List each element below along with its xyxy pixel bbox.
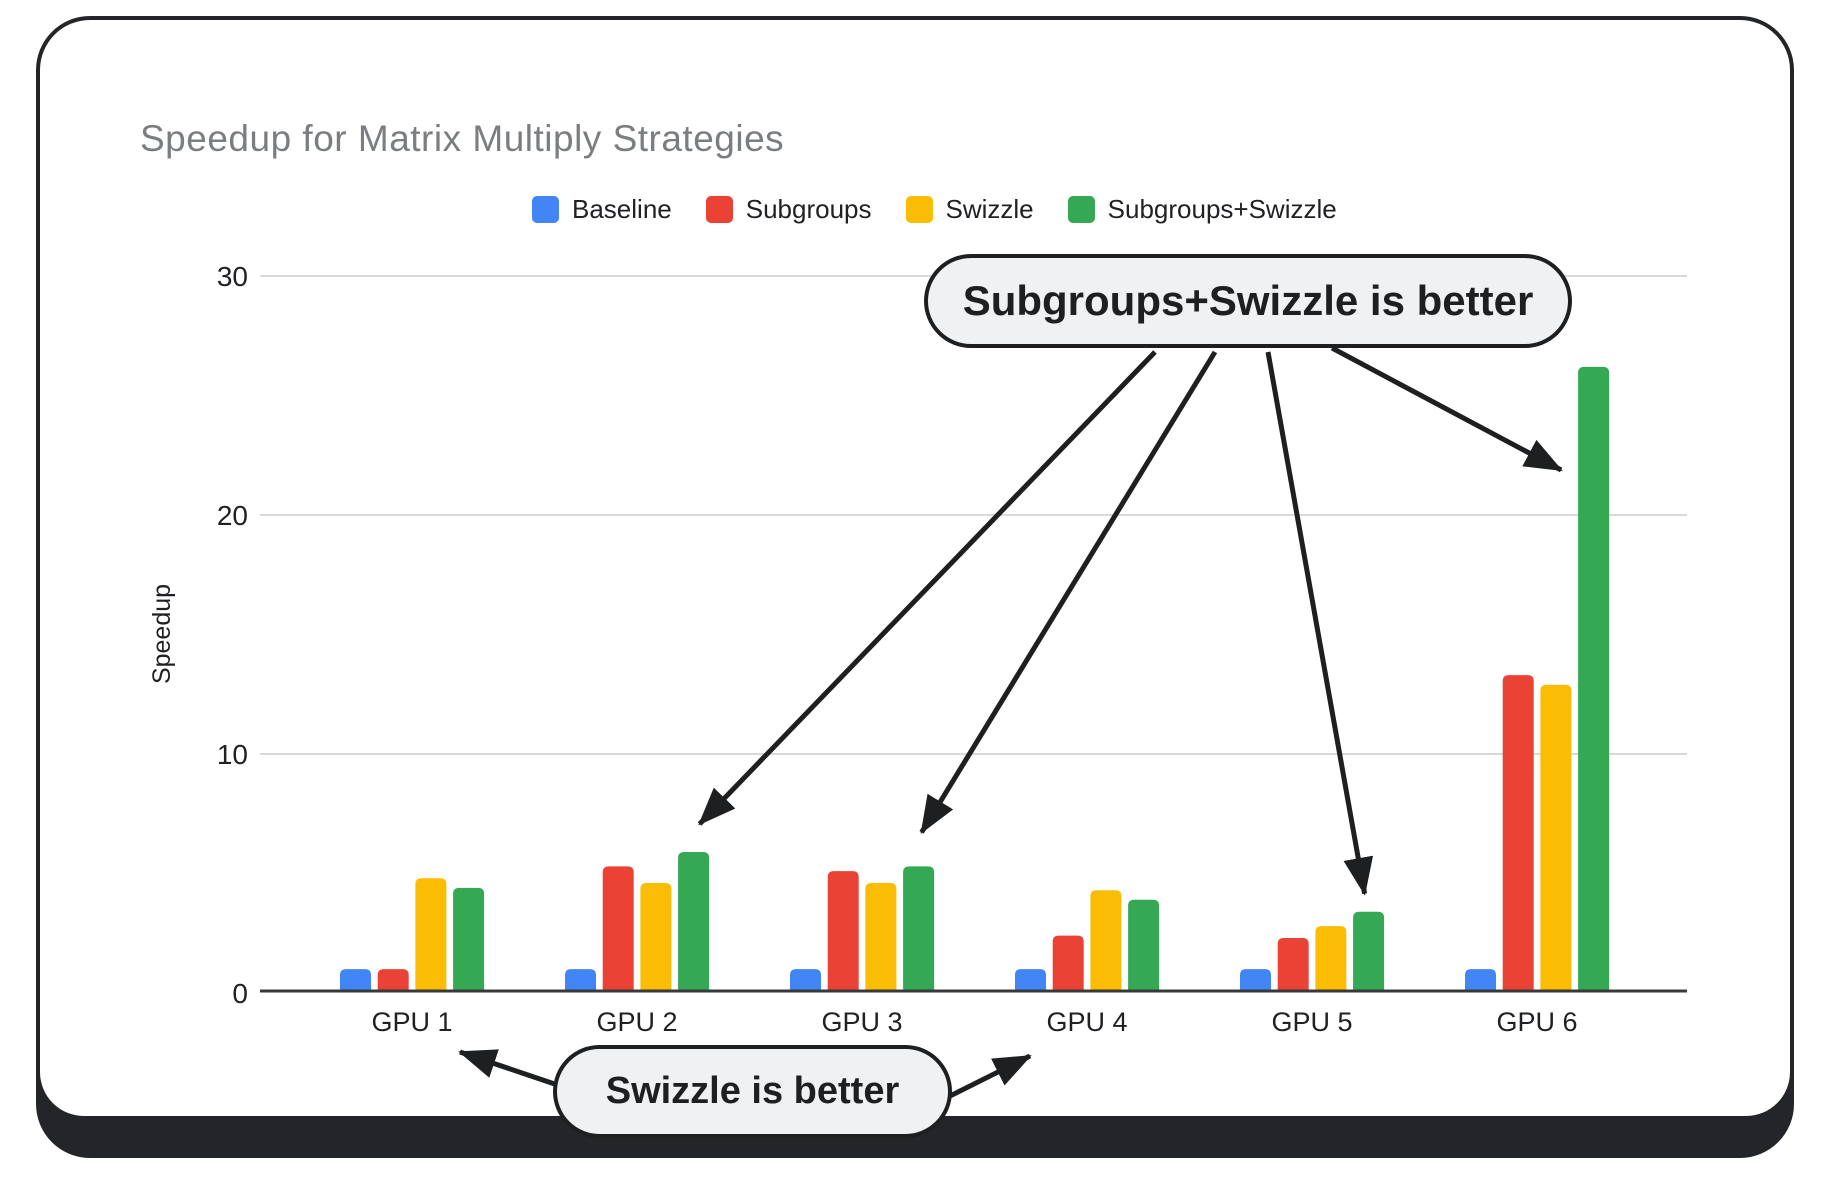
legend: Baseline Subgroups Swizzle Subgroups+Swizzl… (532, 194, 1337, 225)
legend-item: Subgroups+Swizzle (1067, 194, 1337, 225)
x-category-label: GPU 5 (1271, 1007, 1352, 1037)
y-axis-title: Speedup (148, 584, 176, 684)
x-axis-category-labels: GPU 1 GPU 2 GPU 3 GPU 4 GPU 5 GPU 6 (371, 1007, 1577, 1037)
bar-swizzle (1090, 890, 1122, 992)
legend-item: Baseline (532, 194, 672, 225)
bar-baseline (1465, 969, 1496, 992)
bar-subgroups-swizzle (1128, 899, 1160, 992)
bar-swizzle (415, 878, 447, 992)
y-tick-label: 0 (232, 978, 248, 1009)
callout-swizzle-is-better: Swizzle is better (553, 1045, 952, 1138)
legend-item: Swizzle (905, 194, 1034, 225)
bar-baseline (340, 969, 371, 992)
x-category-label: GPU 2 (596, 1007, 677, 1037)
legend-swatch-icon (705, 196, 733, 223)
legend-item: Subgroups (705, 194, 872, 225)
annotation-arrow (919, 350, 1218, 835)
y-axis-tick-labels: 0 10 20 30 (217, 261, 248, 1009)
bar-subgroups-swizzle (678, 851, 710, 992)
bar-baseline (1240, 969, 1271, 992)
legend-swatch-icon (1067, 196, 1095, 223)
x-category-label: GPU 3 (821, 1007, 902, 1037)
chart-title: Speedup for Matrix Multiply Strategies (140, 118, 785, 159)
bar-baseline (790, 969, 821, 992)
y-tick-label: 30 (217, 261, 248, 292)
bar-subgroups (1277, 938, 1309, 992)
annotation-arrow (1265, 351, 1374, 896)
bar-baseline (565, 969, 596, 992)
callout-subgroups-swizzle-is-better: Subgroups+Swizzle is better (924, 254, 1572, 348)
y-tick-label: 10 (217, 739, 248, 770)
bar-subgroups (827, 871, 859, 992)
bar-subgroups-swizzle (1578, 366, 1610, 992)
bar-swizzle (865, 883, 897, 992)
annotation-arrow (697, 350, 1157, 826)
annotation-arrow (1330, 345, 1563, 473)
bar-series (340, 366, 1610, 992)
legend-item-label: Baseline (572, 194, 672, 224)
legend-item-label: Subgroups+Swizzle (1107, 194, 1337, 224)
legend-swatch-icon (532, 196, 559, 223)
bar-subgroups (602, 866, 634, 992)
legend-swatch-icon (905, 196, 933, 223)
bar-baseline (1015, 969, 1046, 992)
y-tick-label: 20 (217, 500, 248, 531)
bar-swizzle (1315, 926, 1347, 992)
bar-subgroups (377, 969, 409, 992)
bar-subgroups (1052, 935, 1084, 992)
annotation-arrow (944, 1053, 1032, 1101)
bar-swizzle (1540, 684, 1572, 992)
legend-item-label: Subgroups (745, 194, 872, 224)
bar-subgroups-swizzle (1353, 911, 1385, 992)
legend-item-label: Swizzle (945, 194, 1034, 224)
x-category-label: GPU 4 (1046, 1007, 1127, 1037)
bar-swizzle (640, 883, 672, 992)
bar-subgroups-swizzle (453, 887, 485, 992)
x-category-label: GPU 1 (371, 1007, 452, 1037)
bar-subgroups (1502, 675, 1534, 992)
x-category-label: GPU 6 (1496, 1007, 1577, 1037)
bar-subgroups-swizzle (903, 866, 935, 992)
